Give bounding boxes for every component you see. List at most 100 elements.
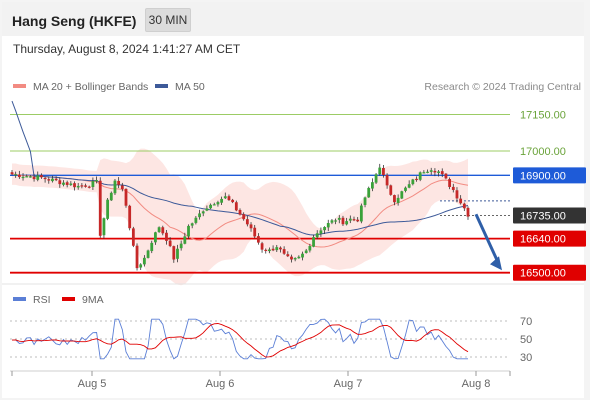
candle-body — [194, 217, 198, 223]
candle-body — [139, 264, 143, 268]
candle-body — [448, 179, 452, 187]
candle-body — [25, 176, 29, 178]
candle-body — [17, 174, 21, 178]
candle-body — [348, 218, 352, 221]
candle-body — [429, 170, 433, 172]
candle-body — [157, 227, 161, 233]
rsi-legend-swatch — [13, 297, 26, 301]
level-label: 17150.00 — [520, 109, 566, 121]
candle-body — [62, 182, 65, 185]
level-label-bg — [513, 230, 586, 247]
candle-body — [282, 249, 286, 254]
candle-body — [234, 202, 238, 211]
rsi-tick-label: 30 — [520, 352, 532, 364]
candle-body — [308, 246, 312, 251]
candle-body — [290, 256, 293, 260]
candle-body — [407, 184, 411, 188]
candle-body — [43, 177, 47, 180]
candle-body — [216, 202, 220, 205]
candle-body — [341, 217, 345, 225]
legend-swatch — [13, 84, 26, 88]
candle-body — [124, 188, 128, 206]
candle-body — [146, 250, 150, 258]
candle-body — [363, 197, 367, 205]
candle-body — [183, 236, 187, 244]
candle-body — [223, 196, 227, 199]
candle-body — [418, 172, 422, 180]
candle-body — [40, 175, 43, 178]
candle-body — [135, 245, 139, 269]
candle-body — [109, 192, 113, 201]
legend-label: MA 50 — [175, 81, 205, 93]
candle-body — [245, 219, 249, 225]
candle-body — [330, 220, 334, 223]
rsi-ma-line — [11, 323, 469, 358]
x-tick-label: Aug 8 — [462, 378, 491, 390]
candle-body — [176, 248, 179, 259]
candle-body — [301, 253, 304, 258]
candle-body — [367, 187, 371, 198]
candle-body — [10, 172, 14, 175]
candle-body — [227, 196, 231, 201]
candle-body — [293, 257, 297, 260]
candle-body — [98, 180, 102, 236]
candle-body — [51, 178, 54, 182]
candle-body — [256, 236, 260, 243]
candle-body — [165, 232, 168, 241]
candle-body — [385, 175, 389, 186]
rsi-line — [11, 318, 468, 360]
candle-body — [337, 217, 341, 220]
candle-body — [106, 199, 110, 219]
candle-body — [437, 171, 440, 173]
candle-body — [47, 179, 51, 181]
candle-body — [212, 204, 216, 206]
candle-body — [205, 208, 209, 211]
candle-body — [396, 197, 400, 203]
candle-body — [345, 221, 349, 225]
candle-body — [323, 227, 326, 231]
candle-body — [422, 172, 426, 174]
candle-body — [426, 171, 429, 173]
candle-body — [150, 242, 154, 252]
rsi-tick-label: 50 — [520, 334, 532, 346]
candle-body — [404, 187, 407, 191]
level-label: 16735.00 — [520, 210, 566, 222]
candle-body — [356, 219, 360, 222]
candle-body — [190, 223, 194, 226]
candle-body — [433, 170, 437, 173]
rsi-tick-label: 70 — [520, 316, 532, 328]
rsi-legend-label: 9MA — [82, 294, 104, 306]
candle-body — [334, 220, 338, 222]
candle-body — [21, 176, 25, 179]
level-label-bg — [513, 207, 586, 224]
candle-body — [400, 191, 404, 199]
candle-body — [36, 175, 40, 180]
candle-body — [279, 247, 282, 250]
candle-body — [466, 207, 470, 217]
candle-body — [444, 173, 448, 179]
level-label: 17000.00 — [520, 146, 566, 158]
candle-body — [231, 199, 235, 203]
timestamp: Thursday, August 8, 2024 1:41:27 AM CET — [13, 42, 241, 56]
candle-body — [411, 179, 415, 185]
candle-body — [73, 183, 76, 188]
candle-body — [69, 183, 73, 186]
candle-body — [28, 176, 32, 178]
candle-body — [14, 174, 18, 176]
credit-text: Research © 2024 Trading Central — [424, 81, 581, 93]
x-tick-label: Aug 5 — [78, 378, 107, 390]
candle-body — [319, 230, 323, 234]
candle-body — [220, 198, 224, 203]
candle-body — [161, 227, 165, 234]
timeframe-button[interactable]: 30 MIN — [145, 8, 191, 32]
candle-body — [238, 209, 242, 215]
chart-header: Hang Seng (HKFE) 30 MIN — [2, 2, 584, 36]
candle-body — [179, 243, 183, 249]
legend-label: MA 20 + Bollinger Bands — [33, 81, 148, 93]
rsi-legend-swatch — [62, 297, 75, 301]
candle-body — [370, 182, 374, 189]
candle-body — [209, 204, 212, 209]
candle-body — [128, 205, 132, 229]
